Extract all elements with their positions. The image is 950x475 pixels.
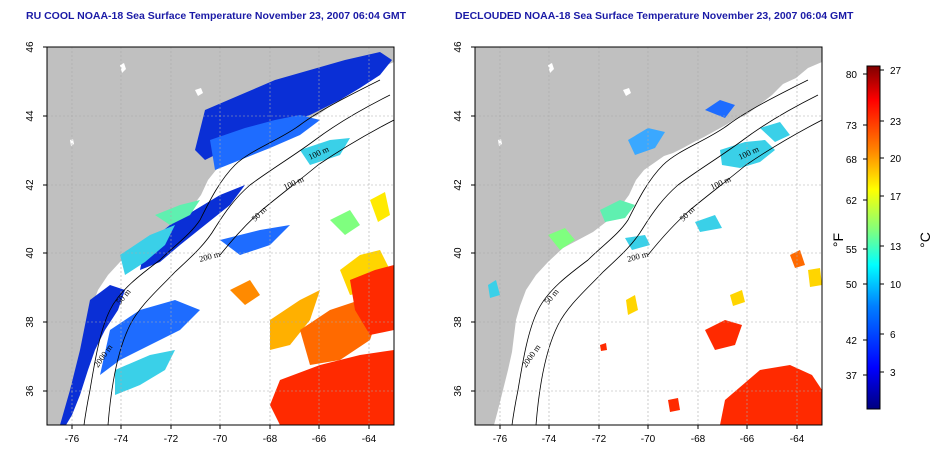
colorbar: 80 73 68 62 55 50 42 37 27 23 20 17 13 1… — [830, 65, 933, 410]
left-lon-tick: -70 — [213, 434, 228, 445]
left-axis-ticks — [43, 46, 370, 429]
right-lat-tick: 36 — [453, 385, 464, 397]
left-land — [47, 47, 394, 425]
colorbar-f-tick: 80 — [846, 70, 858, 81]
colorbar-c-tick: 27 — [890, 66, 902, 77]
left-lon-tick: -72 — [164, 434, 179, 445]
right-lat-tick: 46 — [453, 41, 464, 53]
left-lon-tick: -74 — [114, 434, 129, 445]
colorbar-c-tick: 10 — [890, 280, 902, 291]
colorbar-celsius-label: °C — [917, 232, 933, 248]
left-lat-tick: 36 — [25, 385, 36, 397]
right-lat-tick: 40 — [453, 247, 464, 259]
colorbar-fahrenheit-label: °F — [830, 233, 846, 247]
left-lat-tick: 40 — [25, 247, 36, 259]
colorbar-c-tick: 13 — [890, 242, 902, 253]
colorbar-f-tick: 68 — [846, 155, 858, 166]
colorbar-f-tick: 55 — [846, 245, 858, 256]
right-map-title: DECLOUDED NOAA-18 Sea Surface Temperatur… — [455, 10, 854, 22]
colorbar-c-tick: 17 — [890, 192, 902, 203]
colorbar-f-tick: 73 — [846, 121, 858, 132]
colorbar-c-tick: 6 — [890, 330, 896, 341]
left-grid — [47, 47, 394, 425]
left-sst-warm-patches — [230, 192, 394, 425]
left-lon-tick: -66 — [312, 434, 327, 445]
left-lon-tick: -76 — [65, 434, 80, 445]
left-lat-tick: 46 — [25, 41, 36, 53]
colorbar-ticks — [863, 69, 884, 376]
left-lat-tick: 42 — [25, 179, 36, 191]
colorbar-c-tick: 23 — [890, 117, 902, 128]
right-lat-tick: 42 — [453, 179, 464, 191]
right-lon-tick: -72 — [592, 434, 607, 445]
colorbar-gradient — [866, 65, 881, 410]
colorbar-c-tick: 20 — [890, 154, 902, 165]
colorbar-f-tick: 42 — [846, 336, 858, 347]
colorbar-f-tick: 62 — [846, 196, 858, 207]
left-lon-tick: -64 — [362, 434, 377, 445]
right-lon-tick: -66 — [740, 434, 755, 445]
right-lat-tick: 38 — [453, 316, 464, 328]
right-lon-tick: -68 — [691, 434, 706, 445]
right-lon-tick: -74 — [542, 434, 557, 445]
left-lat-tick: 44 — [25, 110, 36, 122]
right-land — [475, 47, 822, 425]
right-lon-tick: -76 — [493, 434, 508, 445]
left-sst-cold-patches — [60, 52, 392, 425]
left-lon-tick: -68 — [263, 434, 278, 445]
left-lat-tick: 38 — [25, 316, 36, 328]
right-bathymetry-contours — [511, 79, 822, 425]
right-lon-tick: -64 — [790, 434, 805, 445]
right-axis-ticks — [471, 46, 798, 429]
left-bathymetry-contours — [83, 79, 394, 425]
right-lat-tick: 44 — [453, 110, 464, 122]
right-grid — [475, 47, 822, 425]
colorbar-c-tick: 3 — [890, 368, 896, 379]
colorbar-f-tick: 37 — [846, 371, 858, 382]
colorbar-f-tick: 50 — [846, 280, 858, 291]
right-map: 100 m 100 m 50 m 200 m 50 m 2000 m -76 -… — [453, 41, 823, 445]
right-lon-tick: -70 — [641, 434, 656, 445]
left-map-title: RU COOL NOAA-18 Sea Surface Temperature … — [26, 10, 407, 22]
left-map: 100 m 100 m 50 m 200 m 50 m 2000 m -76 -… — [25, 41, 395, 445]
